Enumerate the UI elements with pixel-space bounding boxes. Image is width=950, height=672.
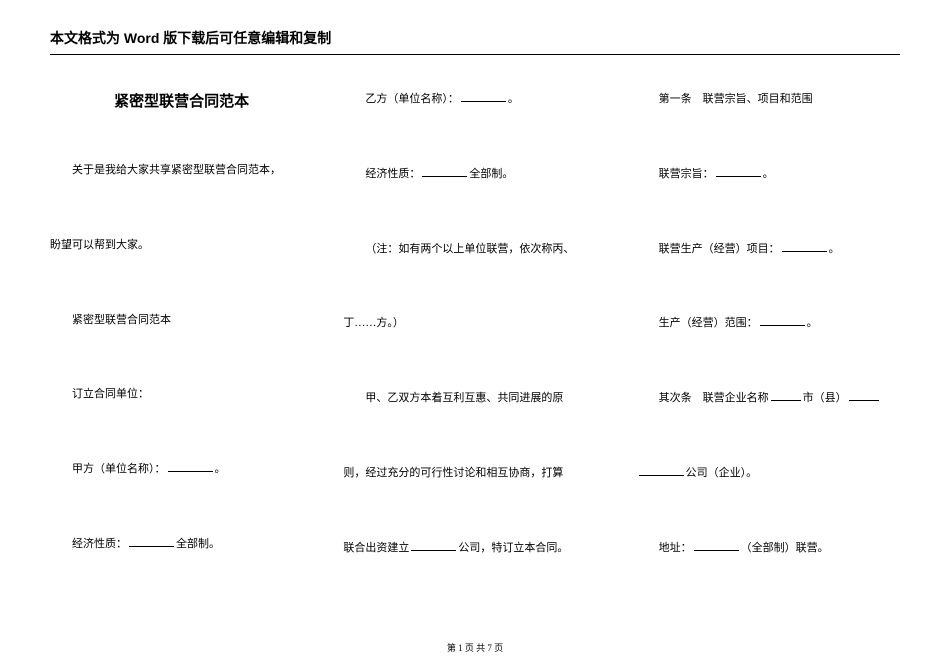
text: 。 <box>829 243 840 255</box>
paragraph: 经济性质： 全部制。 <box>50 535 313 555</box>
text: 甲方（单位名称）： <box>72 463 166 475</box>
blank-field <box>716 167 761 177</box>
text: 。 <box>508 93 519 105</box>
paragraph: 甲、乙双方本着互利互惠、共同进展的原 <box>343 389 606 409</box>
text: 全部制。 <box>176 538 220 550</box>
paragraph: 则，经过充分的可行性讨论和相互协商，打算 <box>343 464 606 484</box>
blank-field <box>694 541 739 551</box>
paragraph: （注：如有两个以上单位联营，依次称丙、 <box>343 240 606 260</box>
text: 联合出资建立 <box>343 542 409 554</box>
paragraph: 盼望可以帮到大家。 <box>50 236 313 256</box>
blank-field <box>422 167 467 177</box>
column-2: 乙方（单位名称）： 。 经济性质： 全部制。 （注：如有两个以上单位联营，依次称丙、… <box>343 90 606 614</box>
text: 。 <box>215 463 226 475</box>
blank-field <box>129 537 174 547</box>
blank-field <box>760 317 805 327</box>
text: 公司，特订立本合同。 <box>458 542 568 554</box>
paragraph: 第一条 联营宗旨、项目和范围 <box>637 90 900 110</box>
paragraph: 生产（经营）范围： 。 <box>637 314 900 334</box>
paragraph: 联营宗旨： 。 <box>637 165 900 185</box>
text: 。 <box>763 168 774 180</box>
document-title: 紧密型联营合同范本 <box>50 90 313 111</box>
paragraph: 乙方（单位名称）： 。 <box>343 90 606 110</box>
content-columns: 紧密型联营合同范本 关于是我给大家共享紧密型联营合同范本， 盼望可以帮到大家。 … <box>50 90 900 614</box>
blank-field <box>782 242 827 252</box>
blank-field <box>771 391 801 401</box>
paragraph: 紧密型联营合同范本 <box>50 311 313 331</box>
paragraph: 丁……方。） <box>343 314 606 334</box>
text: 地址： <box>659 542 692 554</box>
text: 联营宗旨： <box>659 168 714 180</box>
text: 其次条 联营企业名称 <box>659 392 769 404</box>
paragraph: 联营生产（经营）项目： 。 <box>637 240 900 260</box>
page-footer: 第 1 页 共 7 页 <box>0 641 950 654</box>
paragraph: 经济性质： 全部制。 <box>343 165 606 185</box>
text: 乙方（单位名称）： <box>365 93 459 105</box>
column-3: 第一条 联营宗旨、项目和范围 联营宗旨： 。 联营生产（经营）项目： 。 生产（经营… <box>637 90 900 614</box>
document-header: 本文格式为 Word 版下载后可任意编辑和复制 <box>50 28 900 55</box>
paragraph: 甲方（单位名称）： 。 <box>50 460 313 480</box>
text: 经济性质： <box>72 538 127 550</box>
text: 公司（企业）。 <box>686 467 758 479</box>
paragraph: 公司（企业）。 <box>637 464 900 484</box>
paragraph: 联合出资建立 公司，特订立本合同。 <box>343 539 606 559</box>
paragraph: 订立合同单位： <box>50 385 313 405</box>
paragraph: 地址： （全部制）联营。 <box>637 539 900 559</box>
text: 全部制。 <box>469 168 513 180</box>
column-1: 紧密型联营合同范本 关于是我给大家共享紧密型联营合同范本， 盼望可以帮到大家。 … <box>50 90 313 614</box>
text: 市（县） <box>803 392 847 404</box>
paragraph: 关于是我给大家共享紧密型联营合同范本， <box>50 161 313 181</box>
text: 。 <box>807 317 818 329</box>
blank-field <box>411 541 456 551</box>
text: 联营生产（经营）项目： <box>659 243 780 255</box>
text: （全部制）联营。 <box>741 542 829 554</box>
blank-field <box>461 92 506 102</box>
blank-field <box>639 466 684 476</box>
blank-field <box>168 462 213 472</box>
paragraph: 其次条 联营企业名称 市（县） <box>637 389 900 409</box>
text: 生产（经营）范围： <box>659 317 758 329</box>
text: 经济性质： <box>365 168 420 180</box>
blank-field <box>849 391 879 401</box>
